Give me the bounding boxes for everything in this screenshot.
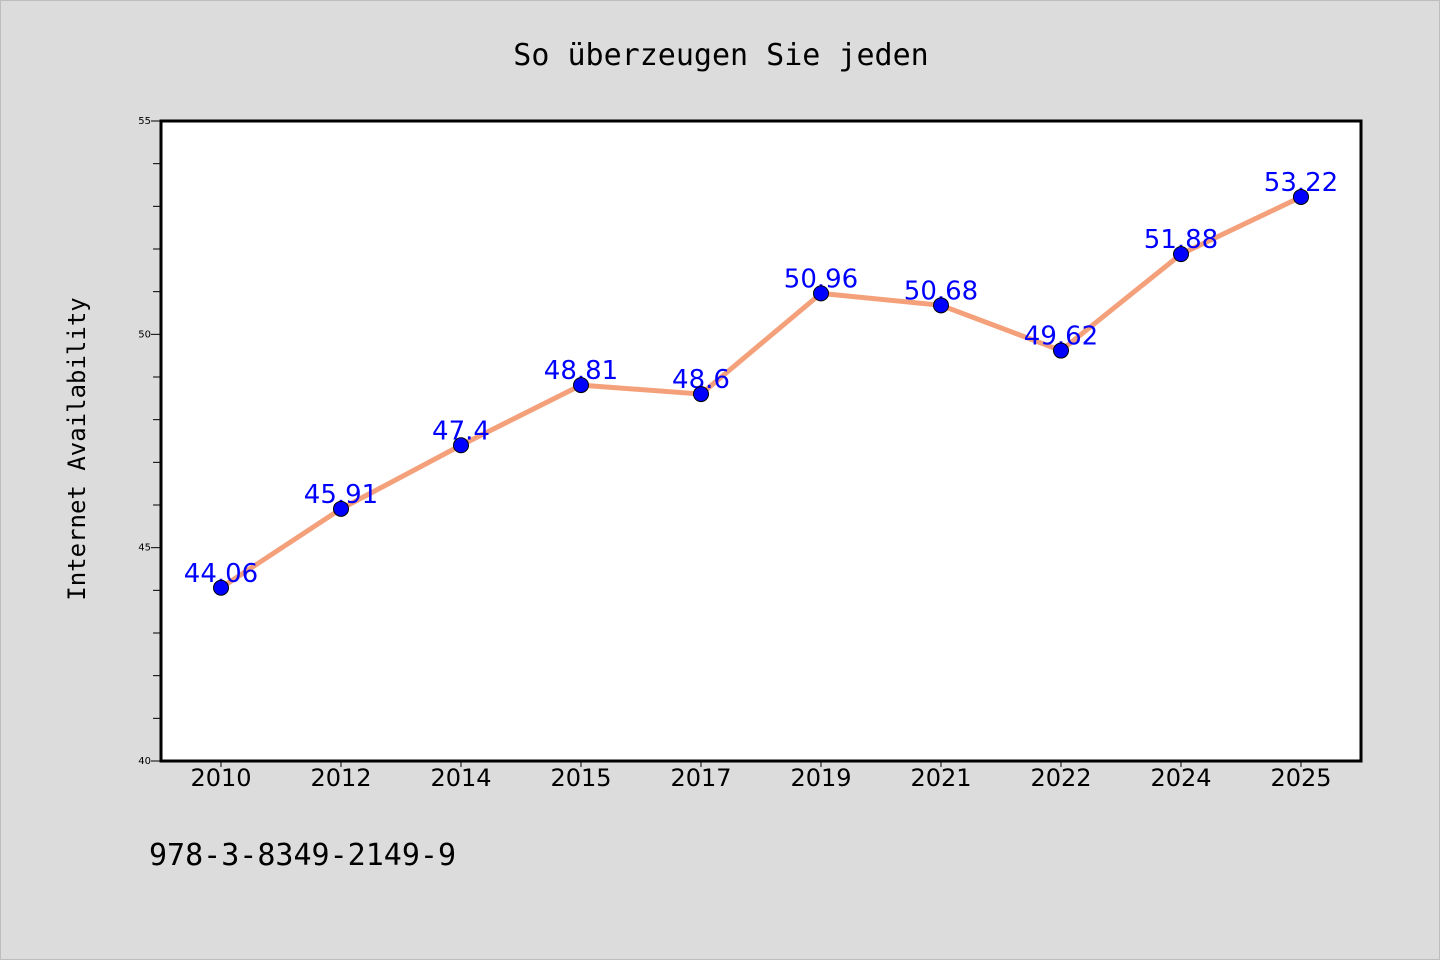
- data-point: [1053, 342, 1069, 359]
- y-tick-label: 45: [138, 543, 151, 554]
- x-tick-label: 2015: [550, 764, 611, 792]
- x-tick-label: 2012: [310, 764, 371, 792]
- data-point: [933, 297, 949, 314]
- y-tick-label: 40: [138, 756, 151, 767]
- x-tick-label: 2017: [670, 764, 731, 792]
- data-point: [693, 386, 709, 403]
- data-point: [573, 377, 589, 394]
- x-axis-ticks: 2010 2012 2014 2015 2017 2019 2021 2022 2024 2025: [190, 761, 1332, 792]
- data-point: [453, 437, 469, 454]
- x-tick-label: 2022: [1030, 764, 1091, 792]
- data-point: [1173, 246, 1189, 263]
- x-tick-label: 2019: [790, 764, 851, 792]
- data-point: [813, 285, 829, 302]
- isbn-footer: 978-3-8349-2149-9: [149, 838, 456, 873]
- data-point: [213, 579, 229, 596]
- data-point: [1293, 188, 1309, 205]
- data-point: [333, 500, 349, 517]
- x-tick-label: 2010: [190, 764, 251, 792]
- y-tick-label: 55: [138, 116, 151, 127]
- y-axis-ticks: 40 45 50 55: [138, 116, 161, 767]
- series-line: [218, 194, 1304, 591]
- y-tick-label: 50: [138, 329, 151, 340]
- chart-title: So überzeugen Sie jeden: [513, 38, 928, 73]
- y-axis-label: Internet Availability: [63, 297, 91, 600]
- x-tick-label: 2025: [1270, 764, 1331, 792]
- plot-area: [159, 119, 1363, 763]
- x-tick-label: 2014: [430, 764, 491, 792]
- x-tick-label: 2024: [1150, 764, 1211, 792]
- x-tick-label: 2021: [910, 764, 971, 792]
